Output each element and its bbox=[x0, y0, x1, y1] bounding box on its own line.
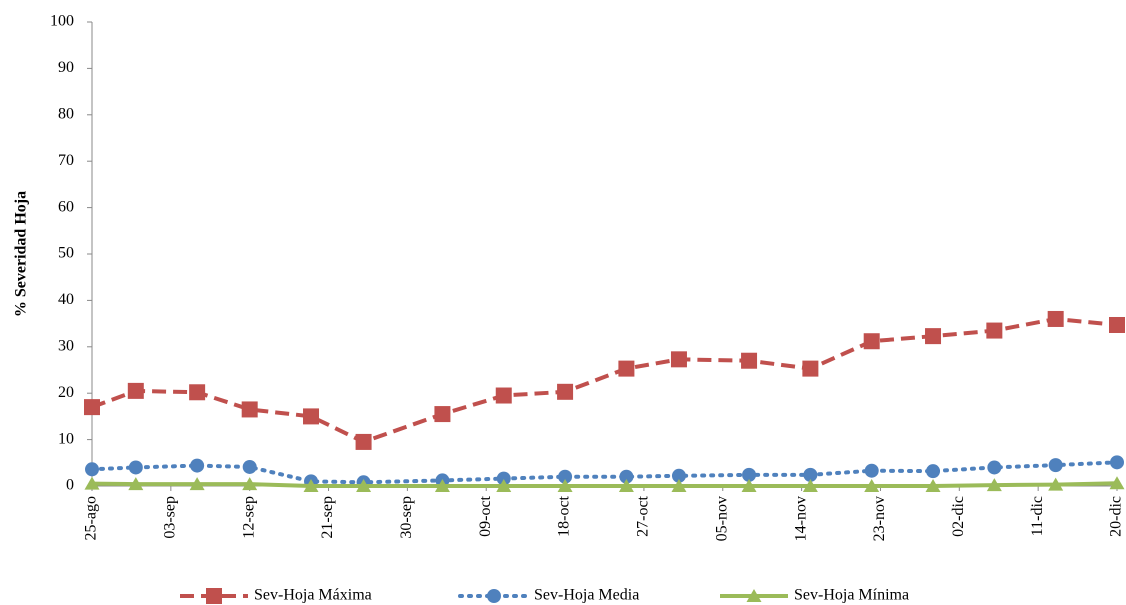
data-point bbox=[242, 477, 258, 491]
data-point bbox=[1110, 455, 1124, 470]
data-point bbox=[803, 467, 818, 482]
data-point bbox=[434, 479, 450, 492]
data-point bbox=[670, 351, 687, 368]
data-point bbox=[671, 468, 686, 483]
x-tick-label: 02-dic bbox=[950, 496, 967, 537]
x-tick-label: 18-oct bbox=[556, 495, 573, 536]
y-tick-label: 40 bbox=[58, 291, 74, 308]
data-point bbox=[189, 477, 205, 491]
data-point bbox=[356, 479, 372, 492]
data-point bbox=[189, 384, 206, 401]
legend-marker bbox=[206, 588, 222, 604]
x-tick-label: 21-sep bbox=[319, 496, 336, 539]
data-point bbox=[986, 322, 1003, 339]
x-tick-label: 25-ago bbox=[83, 496, 100, 540]
data-point bbox=[1047, 310, 1064, 327]
data-point bbox=[741, 352, 758, 369]
data-point bbox=[355, 433, 372, 450]
legend-label: Sev-Hoja Media bbox=[534, 587, 639, 604]
series-line bbox=[91, 316, 1118, 445]
data-point bbox=[434, 406, 451, 423]
data-point bbox=[671, 479, 687, 492]
data-point bbox=[618, 479, 634, 492]
data-point bbox=[618, 360, 635, 377]
data-point bbox=[303, 408, 320, 425]
data-point bbox=[926, 464, 941, 479]
data-point bbox=[496, 479, 512, 492]
data-point bbox=[495, 387, 512, 404]
x-tick-label: 09-oct bbox=[477, 495, 494, 536]
data-point bbox=[742, 467, 757, 482]
data-point bbox=[558, 469, 573, 484]
legend-label: Sev-Hoja Mínima bbox=[794, 587, 909, 604]
data-point bbox=[241, 401, 258, 418]
data-point bbox=[619, 469, 634, 484]
data-point bbox=[127, 382, 144, 399]
y-tick-label: 10 bbox=[58, 430, 74, 447]
y-tick-label: 0 bbox=[66, 477, 74, 494]
x-tick-label: 14-nov bbox=[792, 496, 809, 541]
legend-marker bbox=[487, 589, 501, 603]
y-tick-label: 20 bbox=[58, 384, 74, 401]
x-tick-label: 23-nov bbox=[871, 496, 888, 541]
x-tick-label: 12-sep bbox=[240, 496, 257, 539]
series-line bbox=[90, 460, 1119, 485]
y-tick-label: 80 bbox=[58, 105, 74, 122]
data-point bbox=[802, 479, 818, 492]
y-tick-label: 30 bbox=[58, 337, 74, 354]
data-point bbox=[496, 471, 511, 486]
data-point bbox=[242, 459, 257, 474]
data-point bbox=[864, 479, 880, 492]
data-point bbox=[986, 478, 1002, 492]
data-point bbox=[1048, 458, 1063, 473]
data-point bbox=[557, 383, 574, 400]
data-point bbox=[863, 333, 880, 350]
x-tick-label: 05-nov bbox=[713, 496, 730, 541]
y-tick-label: 90 bbox=[58, 59, 74, 76]
data-point bbox=[84, 476, 100, 490]
data-point bbox=[987, 460, 1002, 475]
data-point bbox=[864, 463, 879, 478]
data-point bbox=[128, 460, 143, 475]
y-tick-label: 60 bbox=[58, 198, 74, 215]
y-tick-label: 70 bbox=[58, 152, 74, 169]
legend-marker bbox=[746, 589, 762, 602]
x-tick-label: 20-dic bbox=[1108, 496, 1125, 537]
data-point bbox=[84, 399, 100, 416]
data-point bbox=[802, 360, 819, 377]
y-axis-title: % Severidad Hoja bbox=[13, 191, 30, 317]
legend-label: Sev-Hoja Máxima bbox=[254, 587, 372, 604]
series-line bbox=[91, 481, 1118, 488]
x-tick-label: 30-sep bbox=[398, 496, 415, 539]
y-tick-label: 50 bbox=[58, 245, 74, 262]
data-point bbox=[925, 328, 942, 345]
data-point bbox=[1109, 476, 1125, 490]
data-point bbox=[303, 479, 319, 492]
data-point bbox=[1048, 477, 1064, 491]
data-point bbox=[741, 479, 757, 492]
data-point bbox=[925, 479, 941, 492]
y-tick-label: 100 bbox=[50, 13, 74, 30]
data-point bbox=[128, 477, 144, 491]
data-point bbox=[190, 458, 205, 473]
x-tick-label: 27-oct bbox=[635, 495, 652, 536]
x-tick-label: 11-dic bbox=[1029, 496, 1046, 536]
data-point bbox=[1109, 316, 1125, 333]
data-point bbox=[85, 462, 99, 477]
x-tick-label: 03-sep bbox=[162, 496, 179, 539]
data-point bbox=[557, 479, 573, 492]
